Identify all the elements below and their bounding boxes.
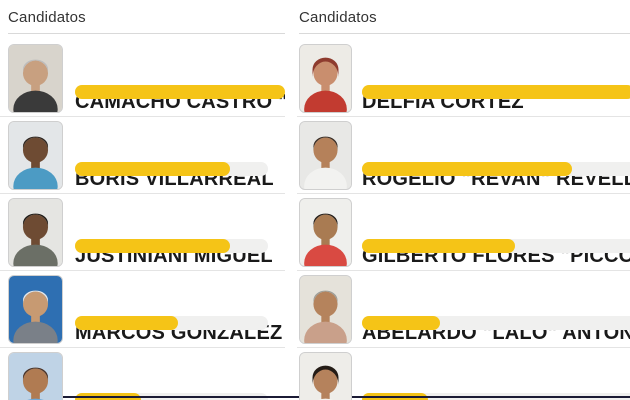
candidate-photo xyxy=(8,198,63,267)
column-header: Candidatos xyxy=(8,9,86,26)
candidate-row[interactable]: ROGELIO "REVAN" REVELLO xyxy=(297,116,630,194)
candidate-photo xyxy=(299,44,352,113)
vote-bar-fill xyxy=(75,239,230,253)
vote-bar xyxy=(362,85,630,99)
candidate-photo xyxy=(8,44,63,113)
vote-bar xyxy=(362,316,630,330)
header-divider xyxy=(299,33,630,34)
vote-bar-fill xyxy=(362,162,572,176)
vote-bar xyxy=(75,316,285,330)
candidate-row[interactable]: MARYSIN CEDEÑO xyxy=(297,347,630,400)
candidate-photo xyxy=(299,352,352,400)
vote-bar xyxy=(75,239,285,253)
candidate-row[interactable]: DELFIA CORTEZ xyxy=(297,39,630,117)
column-header: Candidatos xyxy=(299,9,377,26)
candidate-photo xyxy=(8,275,63,344)
vote-bar-fill xyxy=(75,162,230,176)
candidates-column-right: Candidatos DELFIA CORTEZ xyxy=(297,0,630,400)
candidate-row[interactable]: GILBERTO FLORES "PICCOLIN xyxy=(297,193,630,271)
candidate-row[interactable]: ABELARDO "LALO" ANTONIO xyxy=(297,270,630,348)
candidate-photo xyxy=(299,198,352,267)
vote-bar-fill xyxy=(362,239,515,253)
candidate-row[interactable]: BORIS VILLARREAL xyxy=(0,116,285,194)
candidate-photo xyxy=(299,121,352,190)
candidate-photo xyxy=(8,121,63,190)
candidate-row[interactable]: MARCOS GONZÁLEZ I xyxy=(0,270,285,348)
vote-bar-fill xyxy=(75,316,178,330)
vote-bar-fill xyxy=(362,85,630,99)
header-divider xyxy=(8,33,285,34)
vote-bar-fill xyxy=(75,85,285,99)
vote-bar xyxy=(362,239,630,253)
candidate-photo xyxy=(8,352,63,400)
vote-bar xyxy=(75,162,285,176)
candidates-column-left: Candidatos CAMACHO CASTRO " xyxy=(0,0,285,400)
candidate-row[interactable]: MANUEL LASSO xyxy=(0,347,285,400)
vote-bar xyxy=(362,162,630,176)
candidate-row[interactable]: JUSTINIANI MIGUEL xyxy=(0,193,285,271)
vote-bar-fill xyxy=(362,316,440,330)
vote-bar xyxy=(75,85,285,99)
candidate-photo xyxy=(299,275,352,344)
candidate-row[interactable]: CAMACHO CASTRO " xyxy=(0,39,285,117)
